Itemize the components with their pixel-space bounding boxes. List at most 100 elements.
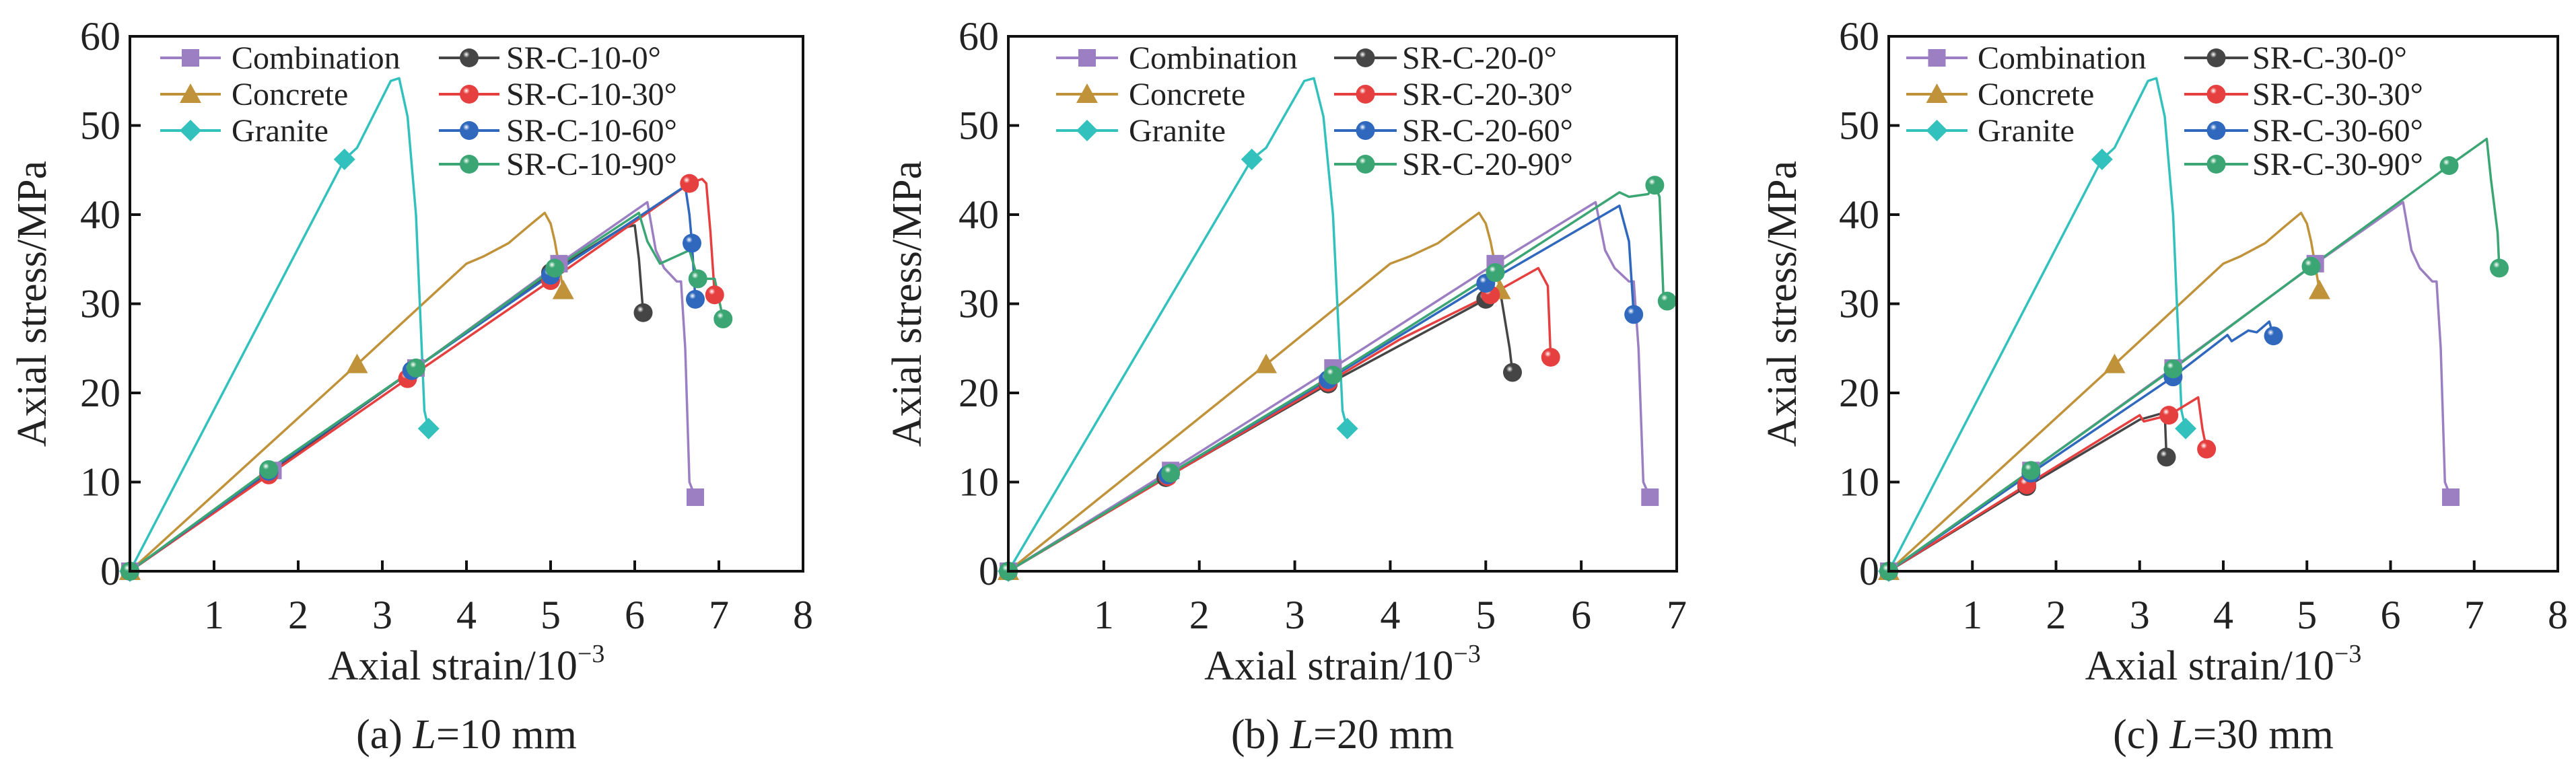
legend-marker-icon bbox=[180, 120, 201, 141]
legend-marker-icon bbox=[1926, 120, 1948, 141]
legend-label: Concrete bbox=[1129, 77, 1245, 112]
panel-caption: (c) L=30 mm bbox=[2113, 712, 2334, 758]
legend-marker-icon bbox=[460, 48, 479, 67]
series-line-2 bbox=[1887, 77, 2187, 572]
data-point bbox=[1657, 291, 1677, 311]
data-point bbox=[1486, 263, 1505, 283]
data-point bbox=[713, 309, 733, 329]
y-tick-label: 40 bbox=[1839, 192, 1879, 237]
legend-label: SR-C-10-90° bbox=[506, 147, 677, 182]
data-point bbox=[2301, 256, 2321, 276]
legend-marker-icon bbox=[460, 121, 479, 140]
legend-item: Combination bbox=[160, 40, 401, 76]
x-tick-label: 5 bbox=[1475, 593, 1496, 637]
data-point bbox=[2021, 461, 2041, 480]
data-point bbox=[552, 279, 574, 299]
x-tick-label: 8 bbox=[2548, 593, 2568, 637]
legend-item: SR-C-10-0° bbox=[439, 40, 661, 76]
x-tick-label: 5 bbox=[2297, 593, 2317, 637]
data-point bbox=[686, 289, 705, 309]
y-tick-label: 50 bbox=[80, 104, 120, 148]
x-tick-label: 4 bbox=[456, 593, 477, 637]
series-line-3 bbox=[1008, 289, 1514, 573]
series-line-0 bbox=[1008, 200, 1651, 573]
legend-label: Granite bbox=[1129, 113, 1226, 149]
legend-marker-icon bbox=[1076, 120, 1098, 141]
data-point bbox=[2441, 488, 2460, 507]
legend-label: SR-C-20-30° bbox=[1402, 77, 1573, 112]
y-axis-title: Axial stress/MPa bbox=[1760, 161, 1805, 447]
legend-label: Concrete bbox=[1978, 77, 2094, 112]
legend-item: Combination bbox=[1056, 40, 1298, 76]
x-tick-label: 2 bbox=[2046, 593, 2066, 637]
legend-marker-icon bbox=[460, 85, 479, 104]
legend-label: SR-C-10-0° bbox=[506, 40, 661, 76]
x-tick-label: 5 bbox=[541, 593, 561, 637]
x-tick-label: 3 bbox=[2130, 593, 2150, 637]
y-tick-label: 30 bbox=[1839, 282, 1879, 326]
x-tick-label: 4 bbox=[1380, 593, 1400, 637]
data-point bbox=[2103, 353, 2126, 373]
legend-marker-icon bbox=[1356, 85, 1375, 104]
legend-marker-icon bbox=[1356, 121, 1375, 140]
legend-marker-icon bbox=[1928, 49, 1946, 67]
data-point bbox=[1645, 176, 1665, 195]
y-tick-label: 0 bbox=[1859, 549, 1879, 593]
data-point bbox=[259, 460, 279, 479]
legend-item: Combination bbox=[1906, 40, 2147, 76]
legend-label: SR-C-30-30° bbox=[2252, 77, 2423, 112]
data-point bbox=[2439, 156, 2459, 176]
data-point bbox=[1624, 305, 1644, 324]
data-point bbox=[2163, 359, 2183, 379]
x-tick-label: 4 bbox=[2213, 593, 2233, 637]
x-tick-label: 1 bbox=[1962, 593, 1982, 637]
caption-prefix: (c) bbox=[2113, 712, 2169, 758]
legend-label: SR-C-30-90° bbox=[2252, 147, 2423, 182]
data-point bbox=[1336, 418, 1358, 439]
x-tick-label: 6 bbox=[1571, 593, 1591, 637]
legend-item: Concrete bbox=[1056, 77, 1245, 112]
y-tick-label: 0 bbox=[979, 549, 999, 593]
legend-item: SR-C-20-90° bbox=[1334, 147, 1573, 182]
legend-item: Granite bbox=[1906, 113, 2075, 149]
data-point bbox=[680, 174, 699, 193]
y-tick-label: 30 bbox=[959, 282, 999, 326]
legend-item: Concrete bbox=[160, 77, 348, 112]
x-tick-label: 3 bbox=[372, 593, 392, 637]
y-tick-label: 60 bbox=[1839, 14, 1879, 59]
legend-marker-icon bbox=[2206, 85, 2226, 104]
legend-label: SR-C-20-0° bbox=[1402, 40, 1557, 76]
legend-label: Combination bbox=[232, 40, 401, 76]
legend-item: SR-C-30-90° bbox=[2184, 147, 2423, 182]
series-line-4 bbox=[1008, 266, 1552, 573]
y-tick-label: 10 bbox=[1839, 460, 1879, 505]
series-line-6 bbox=[129, 211, 724, 573]
data-point bbox=[687, 488, 704, 507]
y-tick-label: 50 bbox=[959, 104, 999, 148]
caption-var: L bbox=[412, 712, 436, 758]
caption-suffix: =20 mm bbox=[1313, 712, 1454, 758]
data-point bbox=[333, 148, 355, 170]
x-axis-title: Axial strain/10−3 bbox=[2085, 640, 2362, 689]
chart-panel-b: 1 2 3 4 5 6 7 0 10 20 30 40 50 60 Axial strain/10−3 Axi… bbox=[884, 14, 1687, 758]
x-tick-label: 6 bbox=[625, 593, 645, 637]
x-tick-label: 1 bbox=[204, 593, 224, 637]
x-tick-label: 2 bbox=[1189, 593, 1210, 637]
data-point bbox=[2175, 418, 2197, 439]
x-tick-label: 2 bbox=[288, 593, 308, 637]
data-point bbox=[688, 269, 707, 289]
panel-caption: (a) L=10 mm bbox=[356, 712, 577, 758]
x-tick-label: 6 bbox=[2381, 593, 2401, 637]
legend-item: Granite bbox=[160, 113, 328, 149]
data-point bbox=[1161, 464, 1181, 483]
legend-item: SR-C-30-0° bbox=[2184, 40, 2407, 76]
data-point bbox=[1255, 353, 1278, 373]
caption-prefix: (b) bbox=[1231, 712, 1290, 758]
data-point bbox=[407, 358, 425, 377]
y-tick-label: 40 bbox=[80, 192, 120, 237]
data-point bbox=[683, 233, 701, 253]
legend-marker-icon bbox=[2206, 155, 2226, 174]
legend-marker-icon bbox=[460, 155, 479, 174]
legend-label: SR-C-10-60° bbox=[506, 113, 677, 149]
legend-marker-icon bbox=[180, 83, 201, 103]
